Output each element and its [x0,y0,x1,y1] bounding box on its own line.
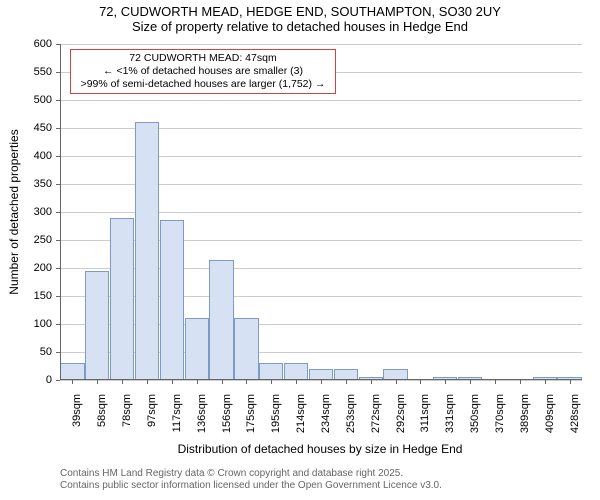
xtick-label: 292sqm [395,394,407,433]
ytick-label: 550 [34,66,52,78]
ytick-label: 150 [34,290,52,302]
xtick-mark [197,380,198,384]
xtick-label: 350sqm [469,394,481,433]
chart-title-line1: 72, CUDWORTH MEAD, HEDGE END, SOUTHAMPTO… [0,4,600,19]
xtick-label: 195sqm [270,394,282,433]
bar [160,220,184,380]
xtick-label: 156sqm [221,394,233,433]
bar [259,363,283,380]
xtick-label: 234sqm [320,394,332,433]
ytick-label: 400 [34,150,52,162]
xtick-mark [246,380,247,384]
xtick-mark [545,380,546,384]
xtick-label: 253sqm [345,394,357,433]
xtick-label: 58sqm [96,394,108,427]
ytick-label: 100 [34,318,52,330]
grid-line [60,100,582,101]
xtick-mark [147,380,148,384]
xtick-mark [296,380,297,384]
xtick-mark [371,380,372,384]
xtick-mark [495,380,496,384]
xtick-mark [396,380,397,384]
bar [60,363,84,380]
ytick-label: 450 [34,122,52,134]
xtick-label: 331sqm [444,394,456,433]
xtick-label: 78sqm [121,394,133,427]
xtick-label: 136sqm [196,394,208,433]
ytick-label: 200 [34,262,52,274]
ytick-label: 0 [46,374,52,386]
x-axis-line [60,379,582,380]
bar [135,122,159,380]
plot-area: 05010015020025030035040045050055060039sq… [60,44,582,380]
xtick-mark [172,380,173,384]
chart-title-line2: Size of property relative to detached ho… [0,19,600,34]
xtick-mark [271,380,272,384]
xtick-mark [72,380,73,384]
chart-title-block: 72, CUDWORTH MEAD, HEDGE END, SOUTHAMPTO… [0,4,600,34]
footer-line1: Contains HM Land Registry data © Crown c… [60,468,442,480]
annotation-line2: ← <1% of detached houses are smaller (3) [77,65,329,78]
y-axis-label: Number of detached properties [7,129,21,294]
bar [185,318,209,380]
ytick-label: 300 [34,206,52,218]
xtick-label: 117sqm [171,394,183,432]
xtick-mark [420,380,421,384]
xtick-label: 389sqm [519,394,531,433]
grid-line [60,44,582,45]
footer-text: Contains HM Land Registry data © Crown c… [60,468,442,492]
x-axis-label: Distribution of detached houses by size … [178,442,463,456]
ytick-mark [56,380,60,381]
ytick-label: 350 [34,178,52,190]
bar [110,218,134,380]
xtick-mark [97,380,98,384]
bar [85,271,109,380]
xtick-label: 311sqm [419,394,431,432]
xtick-mark [470,380,471,384]
xtick-mark [445,380,446,384]
annotation-line1: 72 CUDWORTH MEAD: 47sqm [77,52,329,65]
y-axis-line [60,44,61,380]
xtick-label: 214sqm [295,394,307,433]
chart-container: 72, CUDWORTH MEAD, HEDGE END, SOUTHAMPTO… [0,0,600,500]
ytick-label: 600 [34,38,52,50]
annotation-box: 72 CUDWORTH MEAD: 47sqm ← <1% of detache… [70,49,336,94]
xtick-label: 370sqm [494,394,506,433]
ytick-label: 500 [34,94,52,106]
xtick-label: 272sqm [370,394,382,433]
annotation-line3: >99% of semi-detached houses are larger … [77,78,329,91]
bar [209,260,233,380]
xtick-label: 97sqm [146,394,158,427]
xtick-mark [321,380,322,384]
xtick-mark [122,380,123,384]
xtick-mark [570,380,571,384]
ytick-label: 250 [34,234,52,246]
xtick-label: 175sqm [245,394,257,433]
xtick-label: 428sqm [569,394,581,433]
xtick-label: 409sqm [544,394,556,433]
bar [284,363,308,380]
bar [234,318,258,380]
footer-line2: Contains public sector information licen… [60,480,442,492]
ytick-label: 50 [40,346,52,358]
xtick-mark [520,380,521,384]
xtick-mark [346,380,347,384]
xtick-label: 39sqm [71,394,83,427]
xtick-mark [222,380,223,384]
